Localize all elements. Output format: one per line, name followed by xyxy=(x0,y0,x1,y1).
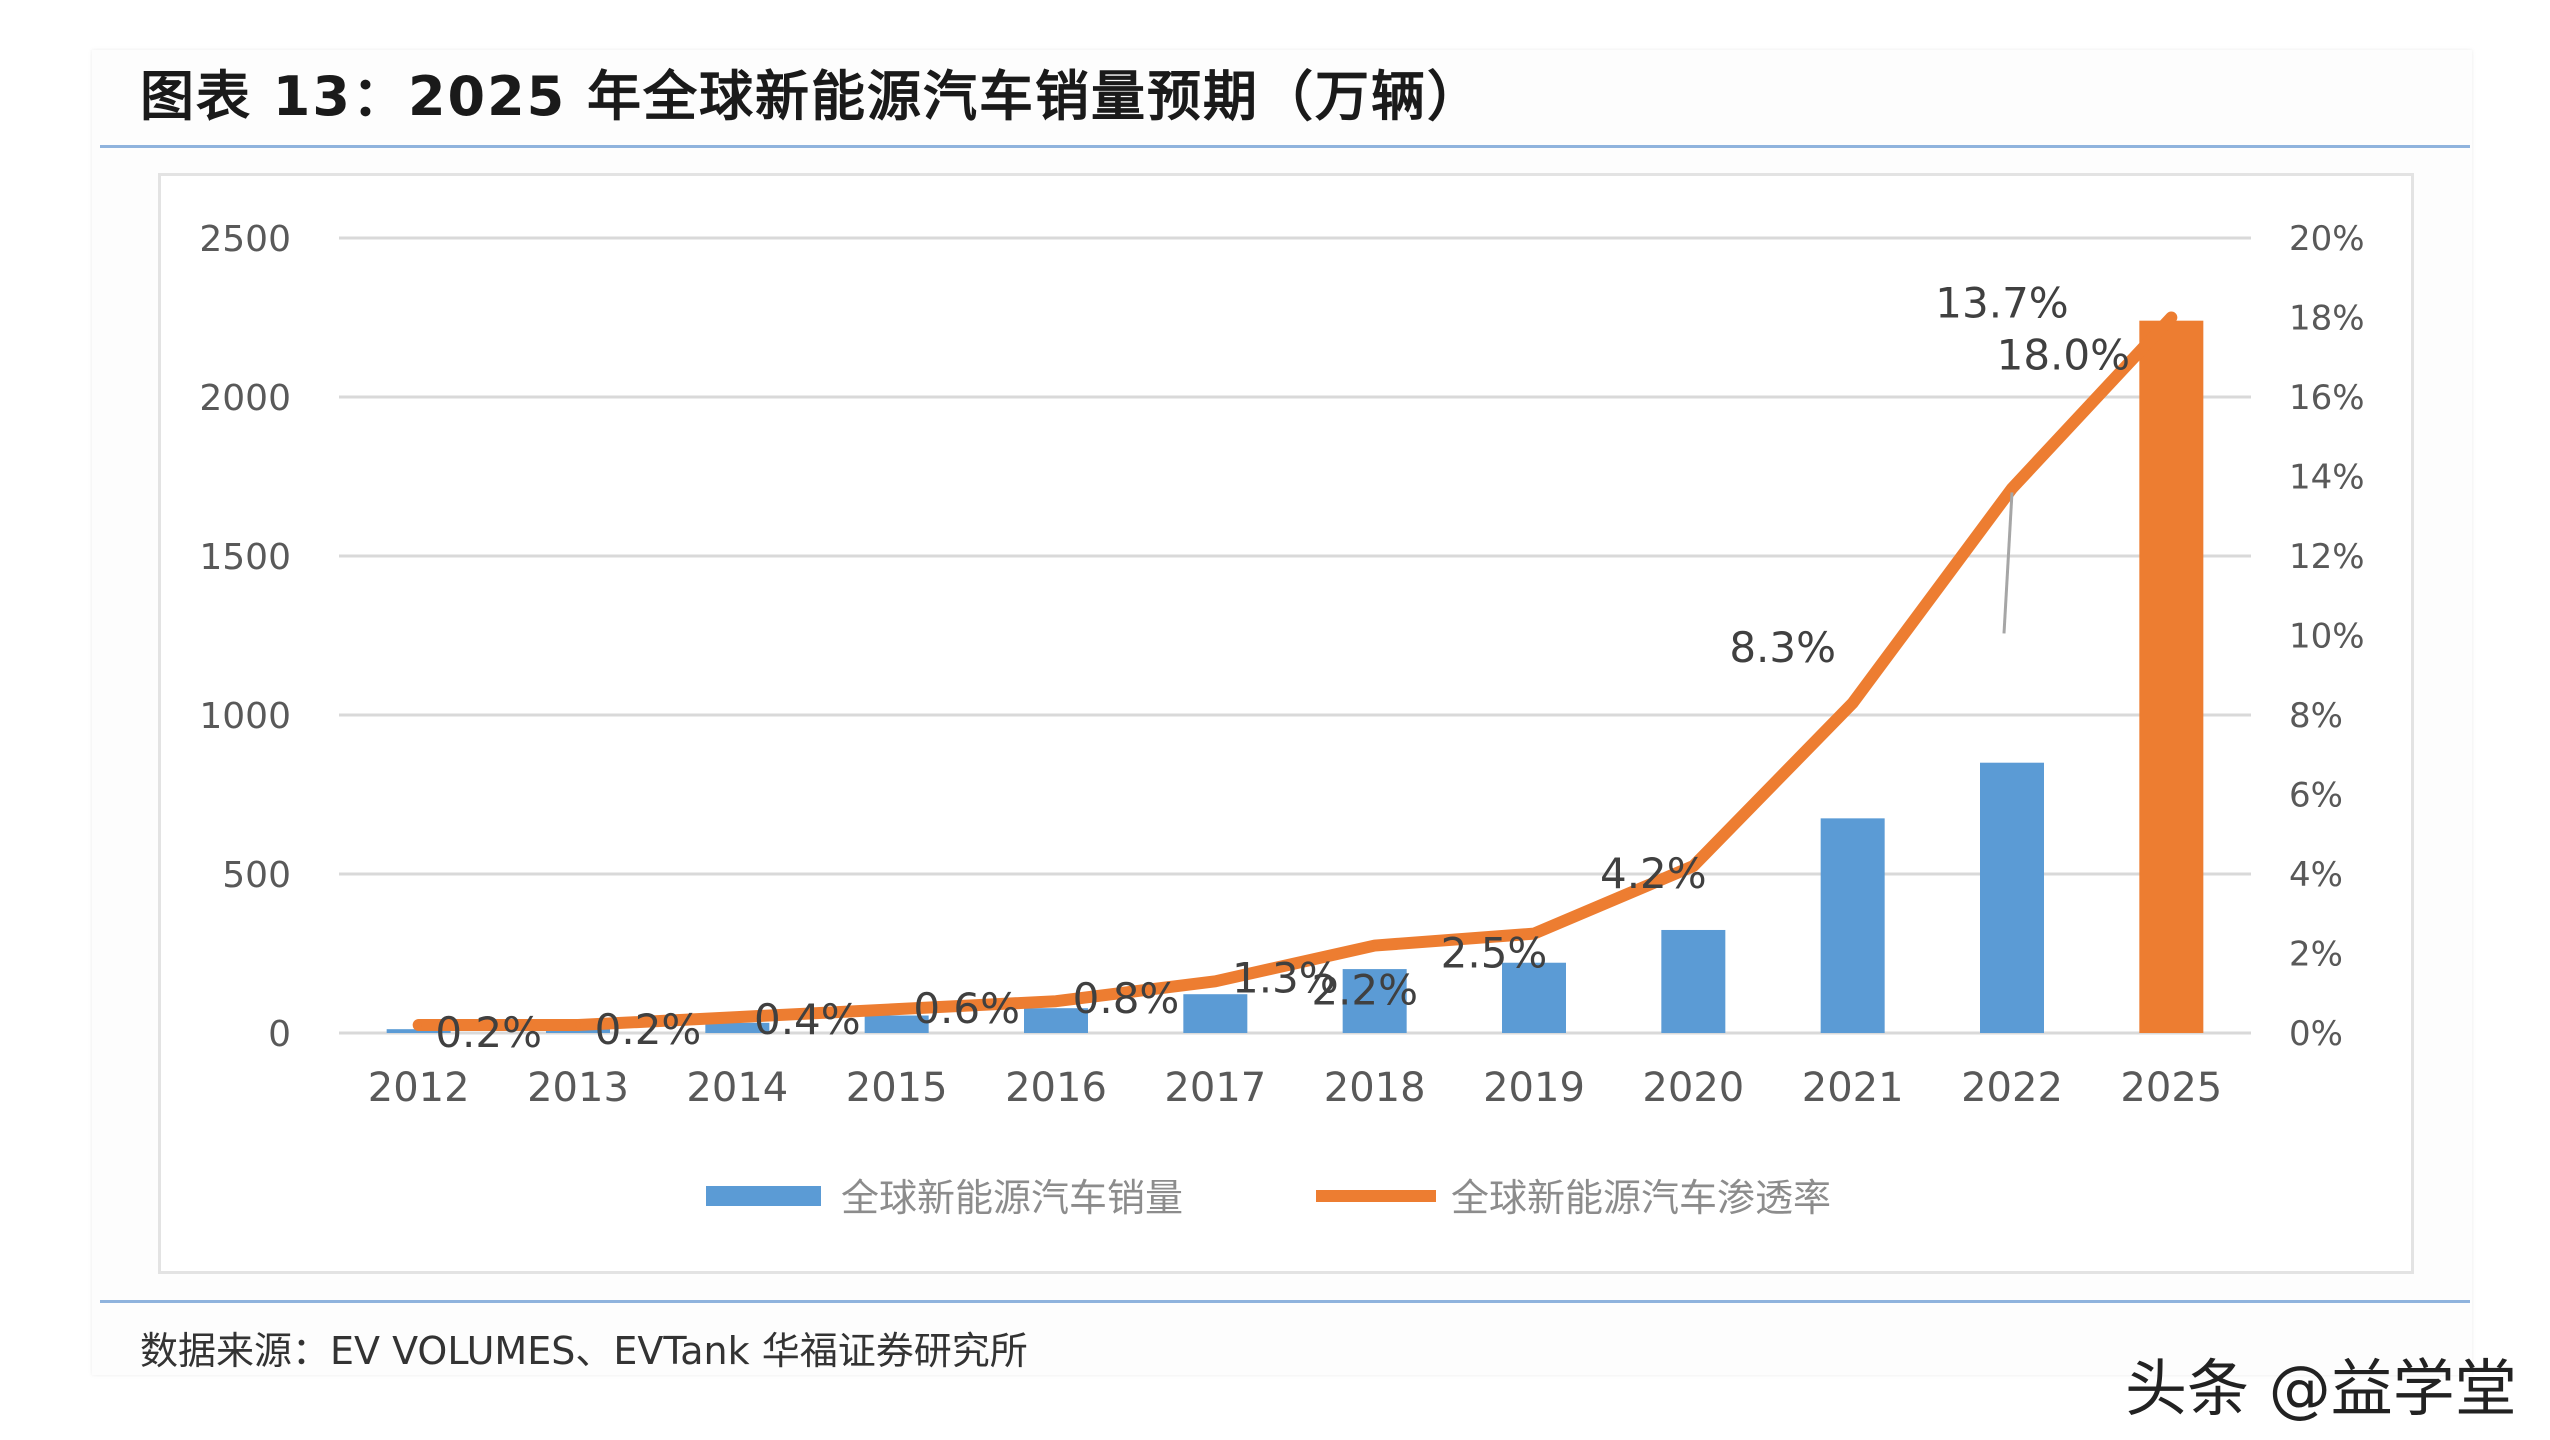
x-tick-label: 2015 xyxy=(846,1065,948,1111)
data-label: 0.2% xyxy=(435,1008,542,1057)
x-tick-label: 2013 xyxy=(527,1065,629,1111)
data-label: 1.3% xyxy=(1232,953,1339,1002)
label-layer: 0.2% 0.2% 0.4% 0.6% 0.8% 1.3%2.2% 2.5% 4.2% 8.3%… xyxy=(435,278,2130,1057)
line-point xyxy=(893,1006,900,1013)
watermark: 头条 @益学堂 xyxy=(2125,1352,2517,1425)
x-tick-label: 2025 xyxy=(2120,1065,2222,1111)
legend-layer: 全球新能源汽车销量 全球新能源汽车渗透率 xyxy=(706,1176,1831,1220)
line-point xyxy=(1212,978,1219,985)
data-label: 18.0% xyxy=(1997,331,2130,380)
bar xyxy=(1980,762,2044,1033)
legend-label-penetration: 全球新能源汽车渗透率 xyxy=(1451,1176,1831,1220)
y-right-tick-label: 10% xyxy=(2289,617,2365,657)
x-tick-label: 2022 xyxy=(1961,1065,2063,1111)
x-tick-label: 2014 xyxy=(686,1065,788,1111)
line-layer xyxy=(412,311,2178,1032)
y-right-tick-label: 14% xyxy=(2289,458,2365,498)
x-tick-label: 2019 xyxy=(1483,1065,1585,1111)
bar xyxy=(864,1015,929,1033)
chart-container: 0.2% 0.2% 0.4% 0.6% 0.8% 1.3% 2.2% 2.5% 4.2% 8.3%… xyxy=(158,173,2414,1274)
data-label: 4.2% xyxy=(1600,849,1707,898)
y-left-tick-label: 1500 xyxy=(199,537,291,578)
bar xyxy=(2139,320,2204,1033)
line-point xyxy=(575,1022,581,1029)
line-point xyxy=(1531,930,1537,937)
footer-divider xyxy=(100,1300,2470,1303)
axis-layer: 0 500 1000 1500 2000 2500 0% 2% 4% 6% 8% 10% 12% 14% 1… xyxy=(199,219,2364,1111)
data-label: 2.5% xyxy=(1441,929,1548,978)
data-label: 13.7% xyxy=(1935,278,2068,327)
y-right-tick-label: 6% xyxy=(2289,776,2343,816)
bar xyxy=(705,1022,770,1033)
x-tick-label: 2012 xyxy=(368,1065,470,1111)
data-label: 0.6% xyxy=(913,984,1020,1033)
chart-title: 图表 13：2025 年全球新能源汽车销量预期（万辆） xyxy=(140,65,1484,128)
legend-label-sales: 全球新能源汽车销量 xyxy=(841,1176,1183,1220)
bar xyxy=(386,1029,451,1033)
data-label: 0.8% xyxy=(1073,974,1180,1023)
title-divider xyxy=(100,145,2470,148)
y-left-tick-label: 1000 xyxy=(199,696,291,737)
line-point xyxy=(1053,998,1059,1005)
line-point xyxy=(2168,314,2175,321)
line-point xyxy=(1849,700,1856,707)
source-note: 数据来源：EV VOLUMES、EVTank 华福证券研究所 xyxy=(140,1329,1028,1373)
series-line xyxy=(412,311,2178,1032)
y-left-tick-label: 500 xyxy=(222,855,291,896)
x-tick-label: 2017 xyxy=(1164,1065,1266,1111)
y-left-tick-label: 0 xyxy=(268,1014,291,1055)
y-right-tick-label: 18% xyxy=(2289,299,2365,339)
x-tick-label: 2020 xyxy=(1642,1065,1744,1111)
x-tick-label: 2016 xyxy=(1005,1065,1107,1111)
y-right-tick-label: 16% xyxy=(2289,378,2365,418)
bar xyxy=(1024,1008,1088,1033)
y-right-tick-label: 0% xyxy=(2289,1014,2343,1054)
line-point xyxy=(1690,863,1697,870)
y-left-tick-label: 2500 xyxy=(199,219,291,260)
bar xyxy=(1342,969,1407,1033)
y-right-tick-label: 20% xyxy=(2289,219,2365,259)
bar xyxy=(1183,994,1248,1033)
data-label: 8.3% xyxy=(1729,623,1836,672)
y-right-tick-label: 2% xyxy=(2289,935,2343,975)
legend-swatch-bar xyxy=(706,1186,821,1206)
data-label: 2.2% xyxy=(1311,966,1418,1015)
line-point xyxy=(1371,942,1378,949)
line-point xyxy=(734,1014,741,1021)
x-tick-label: 2021 xyxy=(1802,1065,1904,1111)
bar xyxy=(1661,929,1726,1033)
bar-layer xyxy=(386,320,2204,1033)
grid-layer xyxy=(339,236,2251,1035)
chart-svg: 0.2% 0.2% 0.4% 0.6% 0.8% 1.3%2.2% 2.5% 4.2% 8.3%… xyxy=(199,219,2364,1220)
data-label: 0.4% xyxy=(754,995,861,1044)
line-point xyxy=(2009,485,2015,492)
x-tick-label: 2018 xyxy=(1324,1065,1426,1111)
line-point xyxy=(415,1022,422,1029)
data-label: 0.2% xyxy=(595,1005,702,1054)
y-right-tick-label: 4% xyxy=(2289,855,2343,895)
y-right-tick-label: 12% xyxy=(2289,537,2365,577)
y-right-tick-label: 8% xyxy=(2289,696,2343,736)
bar xyxy=(1820,818,1885,1033)
y-left-tick-label: 2000 xyxy=(199,378,291,419)
bar xyxy=(1502,962,1566,1033)
label-leader-line xyxy=(2002,492,2014,634)
